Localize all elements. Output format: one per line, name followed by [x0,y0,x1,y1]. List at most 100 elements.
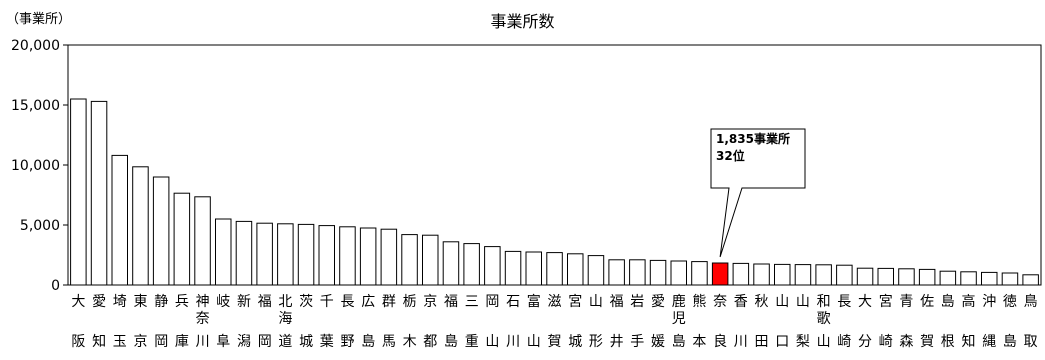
bar [960,271,977,286]
category-label-top: 石 [506,294,521,310]
category-label-top: 島 [940,294,955,310]
category-label-top: 静 [154,294,169,310]
category-label-top: 京 [423,294,438,310]
category-label-bottom: 賀 [920,334,935,350]
bar [152,176,170,286]
category-label-top: 福 [609,294,624,310]
category-label-bottom: 根 [940,334,955,350]
bar [318,225,335,286]
bar [732,262,750,286]
bar [111,154,128,286]
category-label-top: 愛 [92,294,107,310]
bar [608,259,625,286]
y-tick-label: 0 [51,278,60,294]
category-label-bottom: 田 [754,334,769,350]
bar-highlight [711,262,729,286]
category-label-bottom: 山 [816,334,831,350]
category-label-bottom: 知 [92,334,107,350]
bar [691,261,708,286]
annotation-text: 1,835事業所 32位 [716,131,790,165]
bar [981,271,998,286]
bar [484,246,501,286]
category-label-bottom: 馬 [381,334,396,350]
category-label-bottom: 木 [402,334,417,350]
bar [1001,272,1019,286]
category-label-bottom: 島 [444,334,458,350]
category-label-bottom: 川 [195,334,210,350]
bar [525,251,542,286]
category-label-bottom: 島 [361,334,376,350]
category-label-bottom: 縄 [982,334,997,350]
bar [235,220,253,286]
category-label-bottom: 葉 [319,334,334,350]
category-label-top: 兵 [174,294,189,310]
category-label-top: 栃 [402,294,417,310]
category-label-bottom: 知 [961,334,976,350]
category-label-top: 長 [837,294,852,310]
category-label-bottom: 阪 [71,334,86,350]
bar [774,263,791,286]
bar [918,268,936,286]
bar [401,234,418,286]
category-label-top: 山 [588,294,603,310]
bar [215,218,232,286]
bar [277,223,294,286]
category-label-bottom: 形 [588,334,603,350]
category-label-top: 新 [237,294,251,310]
category-label-top: 広 [361,294,376,310]
category-label-top: 沖 [982,294,997,310]
bar [504,250,522,286]
category-label-top: 大 [71,294,86,310]
category-label-top: 神 奈 [195,294,210,327]
bar [670,260,687,286]
bar [297,223,315,286]
category-label-bottom: 賀 [547,334,562,350]
bar [463,243,480,286]
category-label-top: 熊 [692,294,707,310]
category-label-top: 佐 [920,294,935,310]
category-label-top: 奈 [713,294,728,310]
category-label-top: 三 [464,294,479,310]
category-label-top: 岐 [216,294,231,310]
bar [422,234,439,286]
bar [939,270,957,286]
category-label-bottom: 分 [858,334,872,350]
annotation-line-1: 1,835事業所 [716,132,790,146]
category-label-bottom: 取 [1023,334,1038,350]
category-label-bottom: 道 [278,334,293,350]
category-label-bottom: 山 [485,334,500,350]
bar [567,253,584,286]
bar [587,255,605,286]
category-label-bottom: 崎 [837,334,852,350]
category-label-top: 富 [526,294,541,310]
category-label-top: 北 海 [278,294,293,327]
bar [359,227,377,286]
category-label-bottom: 重 [464,334,479,350]
y-axis-unit-label: （事業所） [6,12,72,27]
category-label-bottom: 庫 [174,334,189,350]
category-label-bottom: 本 [692,334,707,350]
bar [877,267,894,286]
category-label-top: 山 [775,294,790,310]
bar [256,222,273,286]
category-label-top: 岡 [485,294,500,310]
category-label-top: 宮 [568,294,583,310]
category-label-bottom: 井 [609,334,624,350]
category-label-top: 山 [795,294,810,310]
bar [629,259,646,286]
category-label-bottom: 岡 [154,334,169,350]
category-label-bottom: 城 [568,334,583,350]
category-label-top: 東 [133,294,148,310]
category-label-top: 愛 [651,294,665,310]
bar [836,264,853,286]
category-label-top: 秋 [754,294,769,310]
category-label-top: 群 [381,294,396,310]
category-label-bottom: 媛 [651,334,665,350]
category-label-bottom: 川 [733,334,748,350]
annotation-callout [710,128,806,258]
category-label-bottom: 川 [506,334,521,350]
category-label-bottom: 森 [899,334,914,350]
category-label-bottom: 梨 [795,334,810,350]
y-tick-label: 15,000 [11,98,60,114]
